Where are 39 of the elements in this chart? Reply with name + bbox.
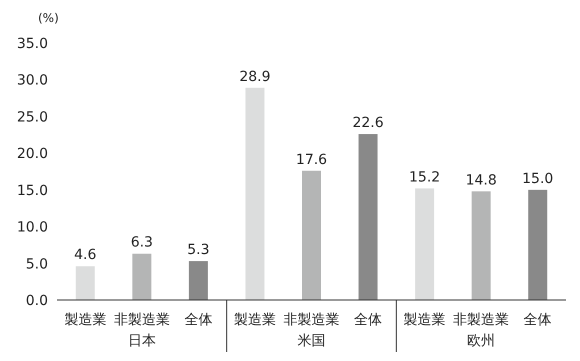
text: 日本 (128, 333, 156, 349)
data-label: 17.6 (296, 152, 328, 168)
x-tick-label: 非製造業 (453, 312, 510, 328)
x-tick-label: 全体 (524, 312, 552, 328)
data-label: 4.6 (74, 247, 96, 264)
data-label: 6.3 (130, 234, 153, 251)
y-tick-label: 30.0 (16, 72, 48, 89)
bar (188, 261, 208, 300)
x-tick-label: 非製造業 (284, 312, 340, 328)
y-tick-label: 5.0 (26, 256, 48, 272)
x-tick-label: 全体 (184, 312, 212, 328)
bar (132, 254, 152, 300)
x-tick-label: 非製造業 (114, 312, 170, 328)
y-tick-label: 20.0 (16, 146, 48, 162)
y-tick-label: 0.0 (26, 293, 48, 309)
x-tick-label: 製造業 (64, 312, 106, 328)
data-label: 15.0 (522, 170, 554, 187)
y-tick-label: 15.0 (16, 182, 48, 199)
data-label: 22.6 (352, 115, 384, 132)
data-label: 5.3 (187, 242, 210, 258)
y-tick-label: 10.0 (16, 220, 48, 236)
text: 欧州 (467, 333, 496, 349)
y-tick-label: 35.0 (16, 36, 48, 52)
x-tick-label: 製造業 (234, 312, 276, 328)
text: 米国 (298, 333, 326, 349)
data-label: 14.8 (466, 172, 497, 188)
y-axis-title: (%) (38, 11, 59, 25)
bar (302, 170, 321, 300)
data-label: 28.9 (239, 68, 271, 85)
bar (245, 88, 264, 300)
bar (358, 134, 378, 300)
bar (415, 188, 434, 300)
y-tick-label: 25.0 (16, 109, 48, 126)
bar (472, 191, 491, 300)
bar (528, 190, 548, 300)
bar (76, 266, 95, 300)
data-label: 15.2 (409, 169, 440, 186)
x-tick-label: 製造業 (404, 312, 446, 328)
x-tick-label: 全体 (354, 312, 382, 328)
